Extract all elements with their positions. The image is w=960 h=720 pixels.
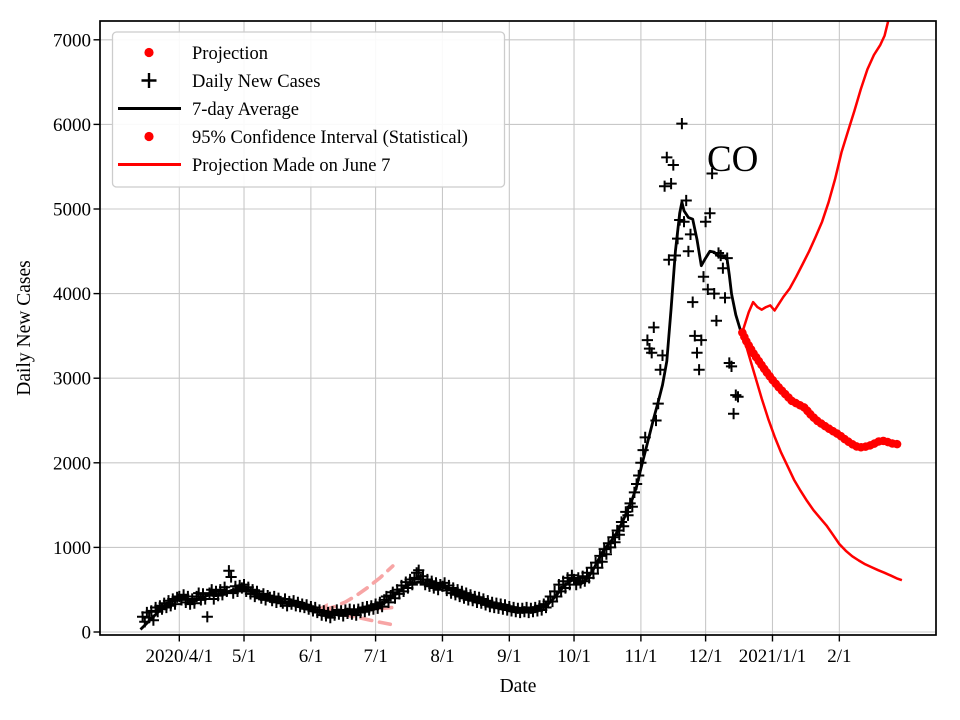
x-tick-label: 10/1 <box>557 646 591 667</box>
x-tick-label: 7/1 <box>363 646 387 667</box>
state-annotation: CO <box>707 139 758 180</box>
projection-dotted-line <box>738 328 902 452</box>
legend-item-label: Daily New Cases <box>192 72 320 92</box>
y-axis-label: Daily New Cases <box>14 260 35 395</box>
x-tick-label: 6/1 <box>299 646 323 667</box>
x-tick-label: 2/1 <box>827 646 851 667</box>
legend-item-label: Projection <box>192 44 268 64</box>
y-tick-label: 5000 <box>53 200 91 221</box>
legend-item-label: 95% Confidence Interval (Statistical) <box>192 128 468 148</box>
x-tick-label: 12/1 <box>689 646 723 667</box>
tick-labels: 2020/4/1 5/1 6/1 7/1 8/1 9/1 10/1 11/1 12/1 2021/… <box>53 30 851 667</box>
data-series <box>137 21 903 631</box>
legend-marker-dot <box>144 47 154 58</box>
y-tick-label: 0 <box>82 623 92 644</box>
y-tick-label: 4000 <box>53 284 91 305</box>
legend-marker-dot <box>144 131 154 142</box>
ci-upper-line <box>741 21 890 333</box>
y-tick-label: 7000 <box>53 30 91 51</box>
x-tick-label: 2020/4/1 <box>146 646 214 667</box>
grid-lines <box>100 21 936 635</box>
legend-item-label: 7-day Average <box>192 100 299 120</box>
x-tick-label: 8/1 <box>430 646 454 667</box>
june7-projection-dashed-line <box>322 564 395 612</box>
y-tick-label: 6000 <box>53 115 91 136</box>
plot-border <box>99 20 937 636</box>
axis-ticks <box>93 39 841 642</box>
x-tick-label: 2021/1/1 <box>739 646 807 667</box>
daily-new-cases-scatter <box>137 118 744 628</box>
x-tick-label: 11/1 <box>624 646 657 667</box>
y-tick-label: 2000 <box>53 453 91 474</box>
y-tick-label: 1000 <box>53 538 91 559</box>
x-tick-label: 9/1 <box>497 646 521 667</box>
legend-item-label: Projection Made on June 7 <box>192 156 390 176</box>
y-tick-label: 3000 <box>53 369 91 390</box>
legend-marker-plus <box>141 73 157 88</box>
x-axis-label: Date <box>500 676 537 697</box>
legend-box <box>111 31 506 188</box>
ci-lower-line <box>741 332 903 582</box>
legend: Projection Daily New Cases 7-day Average 95… <box>111 31 506 188</box>
seven-day-average-line <box>139 200 744 631</box>
x-tick-label: 5/1 <box>232 646 256 667</box>
